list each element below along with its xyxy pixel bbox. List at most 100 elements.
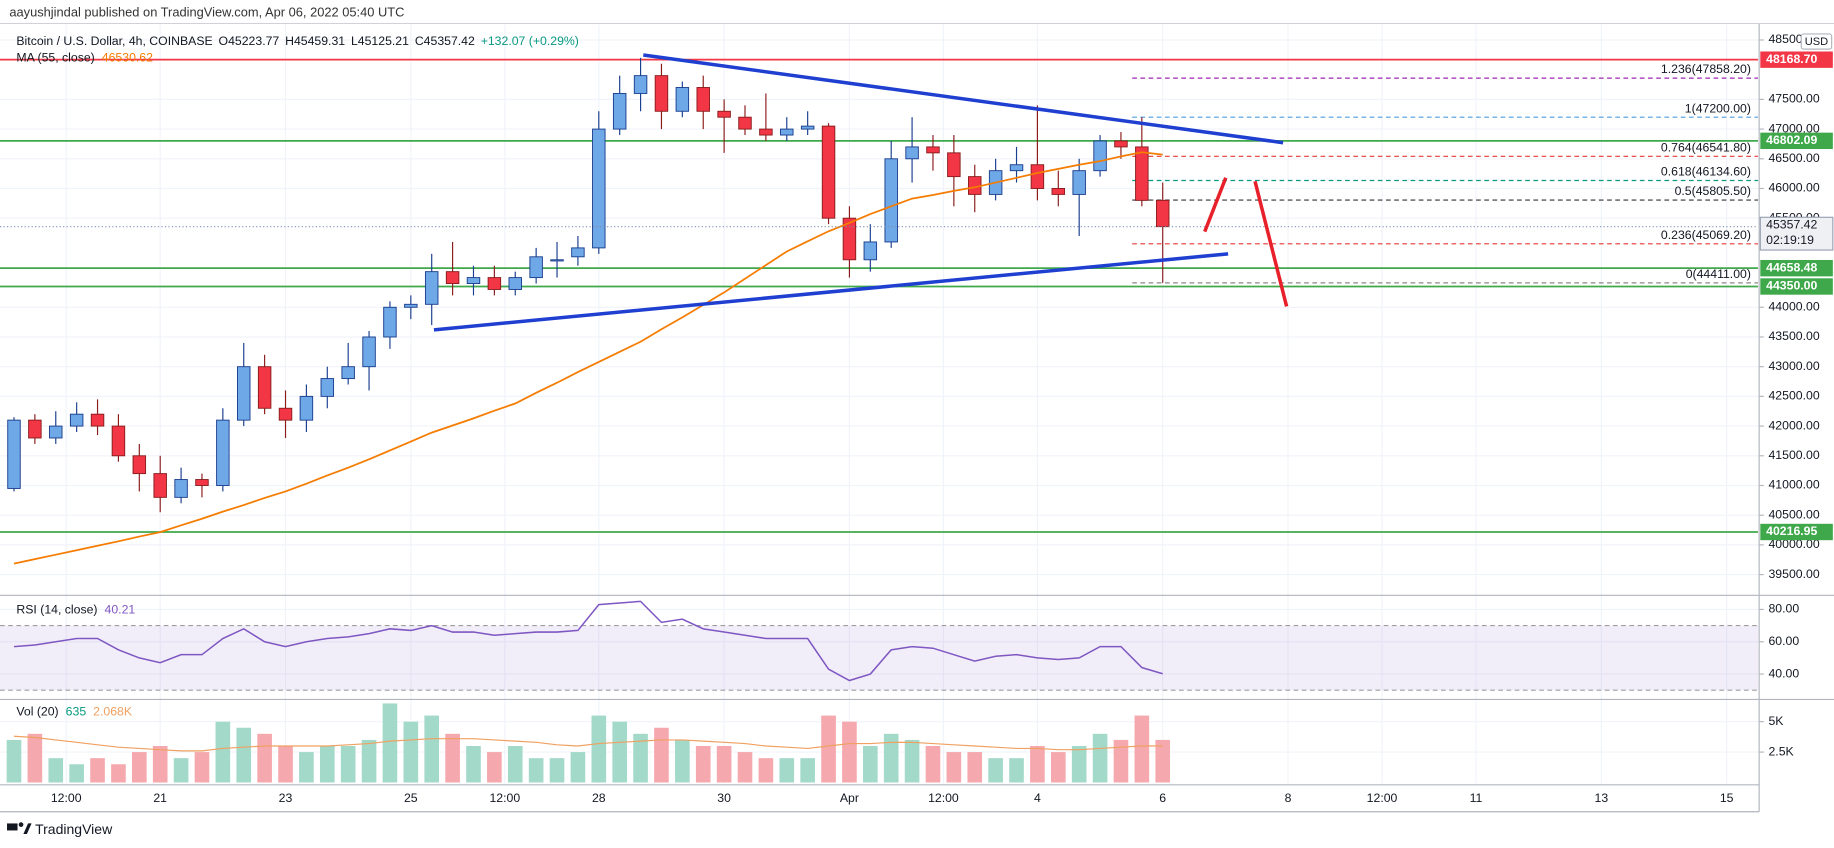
candle-body: [174, 479, 188, 498]
y-tick-label: 42500.00: [1769, 389, 1820, 403]
y-tick-label: 40.00: [1769, 666, 1800, 680]
volume-bar: [6, 739, 22, 783]
volume-bar: [842, 721, 857, 783]
level-price-box: [1760, 51, 1833, 68]
volume-bar: [737, 752, 753, 783]
y-tick-label: 46000.00: [1769, 181, 1820, 195]
volume-bar: [591, 715, 607, 783]
volume-bar: [1030, 745, 1045, 783]
ma-legend: MA (55, close) 46530.62: [16, 51, 153, 65]
y-tick-label: 5K: [1769, 714, 1785, 728]
candle-body: [1135, 146, 1149, 201]
volume-bar: [27, 733, 43, 783]
currency: USD: [1805, 36, 1828, 48]
volume-bar: [403, 721, 419, 783]
x-tick-label: 8: [1285, 791, 1292, 805]
symbol-legend: Bitcoin / U.S. Dollar, 4h, COINBASE O4522…: [16, 34, 579, 48]
ohlc-value: L45125.21: [351, 34, 409, 48]
candle-body: [738, 116, 752, 130]
level-price-label: 48168.70: [1766, 52, 1817, 66]
logo-part: [23, 823, 32, 834]
volume-bar: [152, 745, 168, 783]
volume-bar: [215, 721, 231, 783]
ma-line: [13, 151, 1163, 565]
volume-bar: [90, 758, 105, 783]
currency-box: [1800, 33, 1833, 50]
volume-bar: [466, 745, 481, 783]
x-tick-label: 4: [1034, 791, 1041, 805]
ma-name: MA (55, close): [16, 51, 94, 65]
y-tick-label: 41500.00: [1769, 448, 1820, 462]
countdown: 02:19:19: [1766, 233, 1814, 247]
candle-body: [132, 455, 147, 475]
candle-body: [1114, 140, 1128, 148]
volume-bar: [779, 758, 795, 783]
candle-body: [1051, 188, 1066, 195]
candle-body: [111, 425, 126, 457]
vol-ma-value: 2.068K: [93, 705, 133, 719]
x-tick-label: 12:00: [489, 791, 520, 805]
volume-bar: [319, 745, 335, 783]
candle-body: [341, 366, 355, 380]
x-tick-label: 25: [404, 791, 418, 805]
volume-bar: [1155, 739, 1171, 783]
candle-body: [717, 110, 731, 118]
fib-label: 0.236(45069.20): [1661, 228, 1751, 242]
candle-body: [320, 378, 335, 397]
volume-bar: [863, 745, 878, 783]
last-price-label: 45357.42: [1766, 218, 1817, 232]
rsi-band: [0, 625, 1758, 691]
volume-bar: [1071, 745, 1087, 783]
x-tick-label: 28: [592, 791, 606, 805]
volume-bar: [549, 758, 565, 783]
volume-bar: [340, 745, 356, 783]
volume-bar: [716, 745, 732, 783]
volume-bar: [612, 721, 627, 783]
candle-body: [612, 92, 627, 130]
fib-label: 0.618(46134.60): [1661, 165, 1751, 179]
candle-body: [1093, 140, 1107, 172]
price-axis-bg: [1759, 23, 1834, 787]
candle-body: [529, 256, 543, 279]
volume-bar: [1092, 733, 1108, 783]
candle-body: [487, 277, 502, 290]
candle-body: [362, 336, 376, 368]
y-tick-label: 44000.00: [1769, 300, 1820, 314]
ohlc-value: C45357.42: [415, 34, 475, 48]
footer: TradingView: [35, 821, 113, 837]
fib-label: 0.764(46541.80): [1661, 140, 1751, 154]
vol-title: Vol (20): [16, 705, 58, 719]
ohlc-value: O45223.77: [219, 34, 280, 48]
volume-bar: [257, 733, 272, 783]
candle-body: [947, 152, 961, 178]
publisher: aayushjindal published on TradingView.co…: [9, 4, 404, 19]
level-price-label: 40216.95: [1766, 524, 1817, 538]
volume-bar: [131, 752, 147, 783]
y-tick-label: 40000.00: [1769, 537, 1820, 551]
x-tick-label: 23: [279, 791, 293, 805]
candle-body: [153, 473, 167, 498]
candle-body: [445, 271, 460, 284]
candle-body: [759, 128, 773, 136]
volume-bar: [883, 733, 899, 783]
candle-body: [7, 419, 21, 489]
volume-bar: [821, 715, 836, 783]
footer-logo: [7, 822, 32, 834]
rsi-legend: RSI (14, close) 40.21: [16, 603, 135, 617]
rsi-line: [13, 600, 1163, 682]
rsi-title: RSI (14, close): [16, 603, 97, 617]
candle-body: [1030, 164, 1045, 189]
logo-part: [18, 822, 24, 827]
candle-body: [299, 395, 314, 421]
volume-bar: [528, 758, 544, 783]
candle-body: [780, 128, 794, 136]
volume-bar: [1113, 739, 1129, 783]
fib-label: 0.5(45805.50): [1675, 184, 1751, 198]
candle-body: [257, 366, 272, 409]
y-tick-label: 46500.00: [1769, 151, 1820, 165]
candle-body: [237, 366, 251, 421]
trendline: [643, 53, 1284, 145]
